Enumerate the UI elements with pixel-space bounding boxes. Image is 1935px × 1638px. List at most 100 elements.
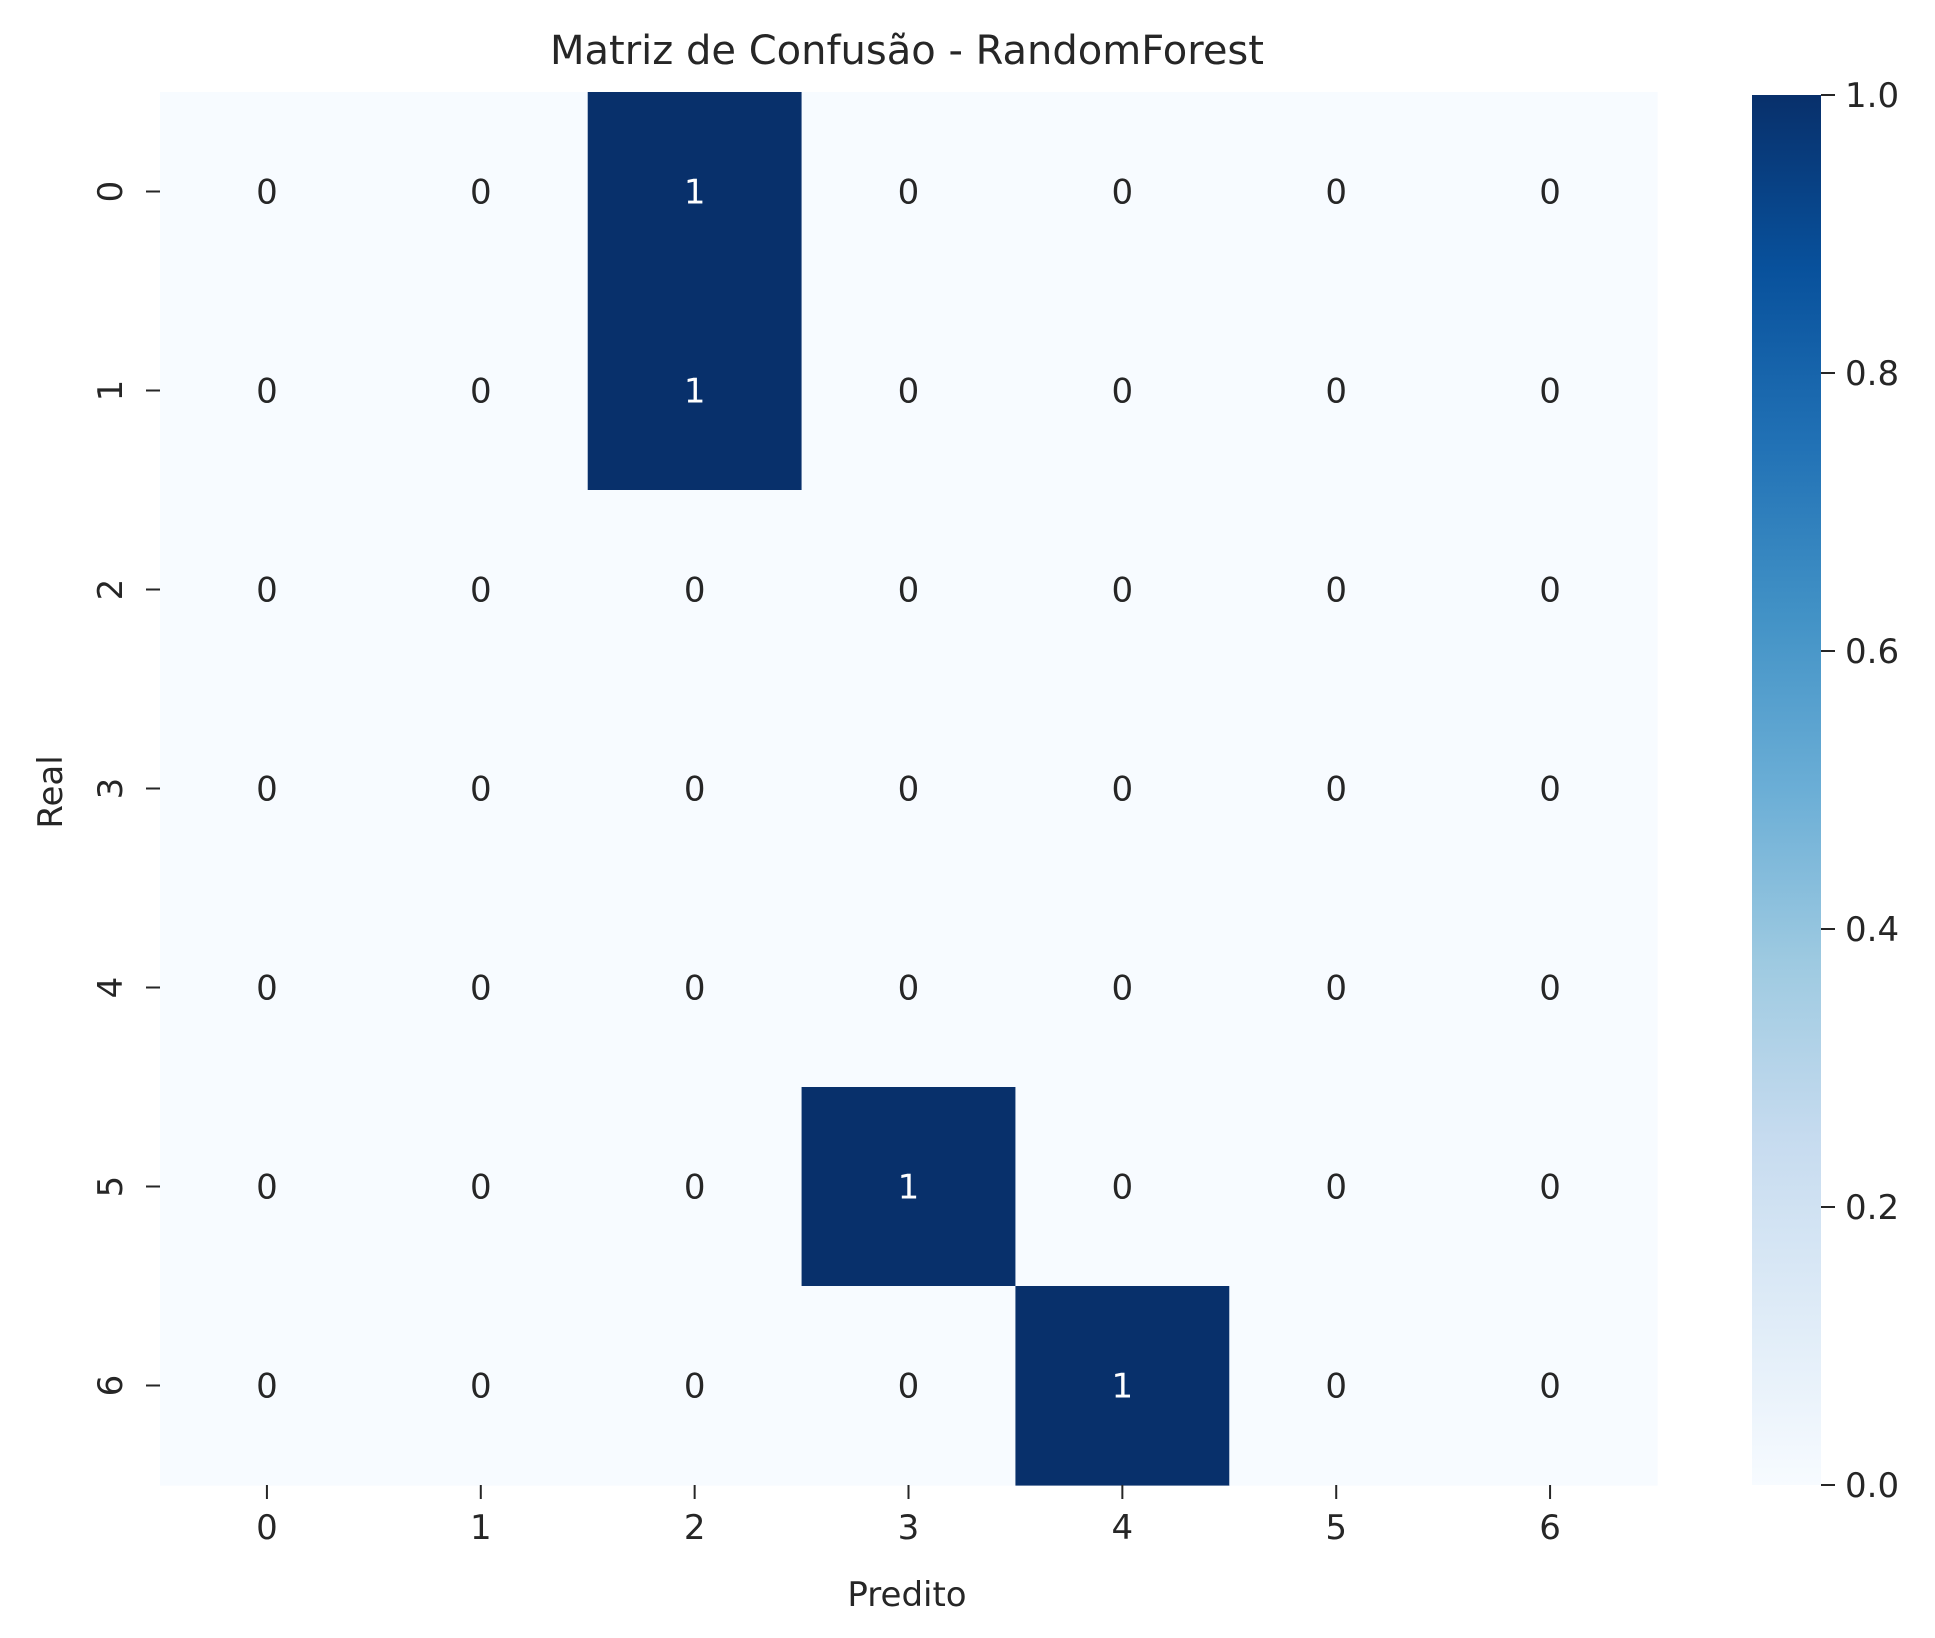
cell-value: 0	[1325, 1168, 1347, 1208]
heatmap-cell	[160, 1286, 375, 1486]
cell-value: 0	[1539, 1367, 1561, 1407]
heatmap-cell	[160, 689, 375, 889]
heatmap-cell	[1229, 291, 1444, 491]
y-tick-label: 5	[91, 1176, 131, 1198]
colorbar-tick-label: 0.0	[1845, 1466, 1899, 1506]
cell-value: 0	[470, 372, 492, 412]
cell-value: 0	[684, 770, 706, 810]
heatmap-cell	[801, 888, 1017, 1088]
cell-value: 0	[1539, 571, 1561, 611]
heatmap-cell	[1015, 888, 1230, 1088]
y-tick-label: 4	[91, 977, 131, 999]
heatmap-cell	[801, 92, 1017, 292]
colorbar-tick-label: 1.0	[1845, 76, 1899, 116]
cell-value: 0	[1539, 173, 1561, 213]
cell-value: 0	[1325, 571, 1347, 611]
heatmap-cell	[373, 291, 589, 491]
heatmap-cell	[1229, 888, 1444, 1088]
x-tick-label: 3	[898, 1508, 920, 1548]
x-tick-label: 4	[1112, 1508, 1134, 1548]
heatmap-cell	[801, 1087, 1017, 1287]
heatmap-cell	[1015, 490, 1230, 690]
cell-value: 1	[1112, 1367, 1134, 1407]
heatmap-cell	[587, 92, 803, 292]
heatmap-cell	[160, 92, 375, 292]
cell-value: 0	[1112, 969, 1134, 1009]
heatmap-cell	[587, 490, 803, 690]
cell-value: 0	[1539, 1168, 1561, 1208]
heatmap-cell	[801, 490, 1017, 690]
cell-value: 0	[256, 571, 278, 611]
cell-value: 0	[470, 1168, 492, 1208]
cell-value: 0	[470, 571, 492, 611]
cell-value: 0	[1325, 1367, 1347, 1407]
heatmap-cell	[373, 1087, 589, 1287]
heatmap-cell	[587, 1087, 803, 1287]
cell-value: 0	[1325, 173, 1347, 213]
heatmap-cell	[373, 689, 589, 889]
x-axis: 0 1 2 3 4 5 6	[256, 1485, 1561, 1548]
cell-value: 0	[1539, 372, 1561, 412]
cell-value: 0	[470, 969, 492, 1009]
heatmap-cell	[373, 1286, 589, 1486]
colorbar-tick-label: 0.4	[1845, 910, 1899, 950]
chart-title: Matriz de Confusão - RandomForest	[550, 28, 1264, 74]
cell-value: 0	[1325, 372, 1347, 412]
cell-value: 0	[1539, 969, 1561, 1009]
heatmap-cell	[1015, 1286, 1230, 1486]
y-axis-label: Real	[31, 755, 71, 828]
cell-value: 0	[256, 969, 278, 1009]
cell-value: 0	[684, 969, 706, 1009]
cell-value: 0	[256, 770, 278, 810]
y-tick-label: 1	[91, 380, 131, 402]
cell-value: 0	[470, 770, 492, 810]
heatmap-cell	[1229, 490, 1444, 690]
colorbar-tick-label: 0.8	[1845, 354, 1899, 394]
heatmap-cell	[160, 291, 375, 491]
cell-value: 0	[1112, 770, 1134, 810]
cell-value: 0	[470, 1367, 492, 1407]
x-tick-label: 0	[256, 1508, 278, 1548]
heatmap-cell	[160, 888, 375, 1088]
heatmap-cell	[1015, 92, 1230, 292]
heatmap-cell	[1015, 1087, 1230, 1287]
heatmap-cell	[1443, 1087, 1658, 1287]
heatmap-cell	[587, 888, 803, 1088]
heatmap-cell	[1443, 888, 1658, 1088]
heatmap-cell	[160, 490, 375, 690]
heatmap-cell	[587, 1286, 803, 1486]
heatmap-cell	[587, 291, 803, 491]
cell-value: 0	[256, 372, 278, 412]
x-tick-label: 2	[684, 1508, 706, 1548]
colorbar-tick-label: 0.2	[1845, 1188, 1899, 1228]
heatmap-cell	[1443, 92, 1658, 292]
cell-value: 0	[898, 770, 920, 810]
heatmap-cell	[373, 92, 589, 292]
cell-value: 0	[256, 1367, 278, 1407]
y-axis: 0 1 2 3 4 5 6	[91, 181, 160, 1396]
x-axis-label: Predito	[847, 1575, 966, 1615]
colorbar	[1752, 95, 1821, 1485]
cell-value: 0	[1325, 770, 1347, 810]
cell-value: 0	[898, 173, 920, 213]
heatmap-cell	[1443, 490, 1658, 690]
cell-value: 0	[1112, 173, 1134, 213]
heatmap-cell	[801, 291, 1017, 491]
cell-value: 0	[898, 571, 920, 611]
cell-value: 0	[898, 1367, 920, 1407]
heatmap-cell	[1443, 689, 1658, 889]
y-tick-label: 2	[91, 579, 131, 601]
cell-value: 1	[898, 1168, 920, 1208]
heatmap-cell	[587, 689, 803, 889]
cell-value: 0	[256, 1168, 278, 1208]
heatmap-cell	[1443, 291, 1658, 491]
colorbar-axis: 0.0 0.2 0.4 0.6 0.8 1.0	[1821, 76, 1899, 1506]
heatmap-cell	[1229, 1087, 1444, 1287]
heatmap-cell	[1229, 92, 1444, 292]
heatmap-cell	[801, 1286, 1017, 1486]
cell-value: 0	[1325, 969, 1347, 1009]
heatmap-cell	[373, 490, 589, 690]
heatmap-cells	[160, 92, 1658, 1486]
cell-value: 0	[1112, 372, 1134, 412]
